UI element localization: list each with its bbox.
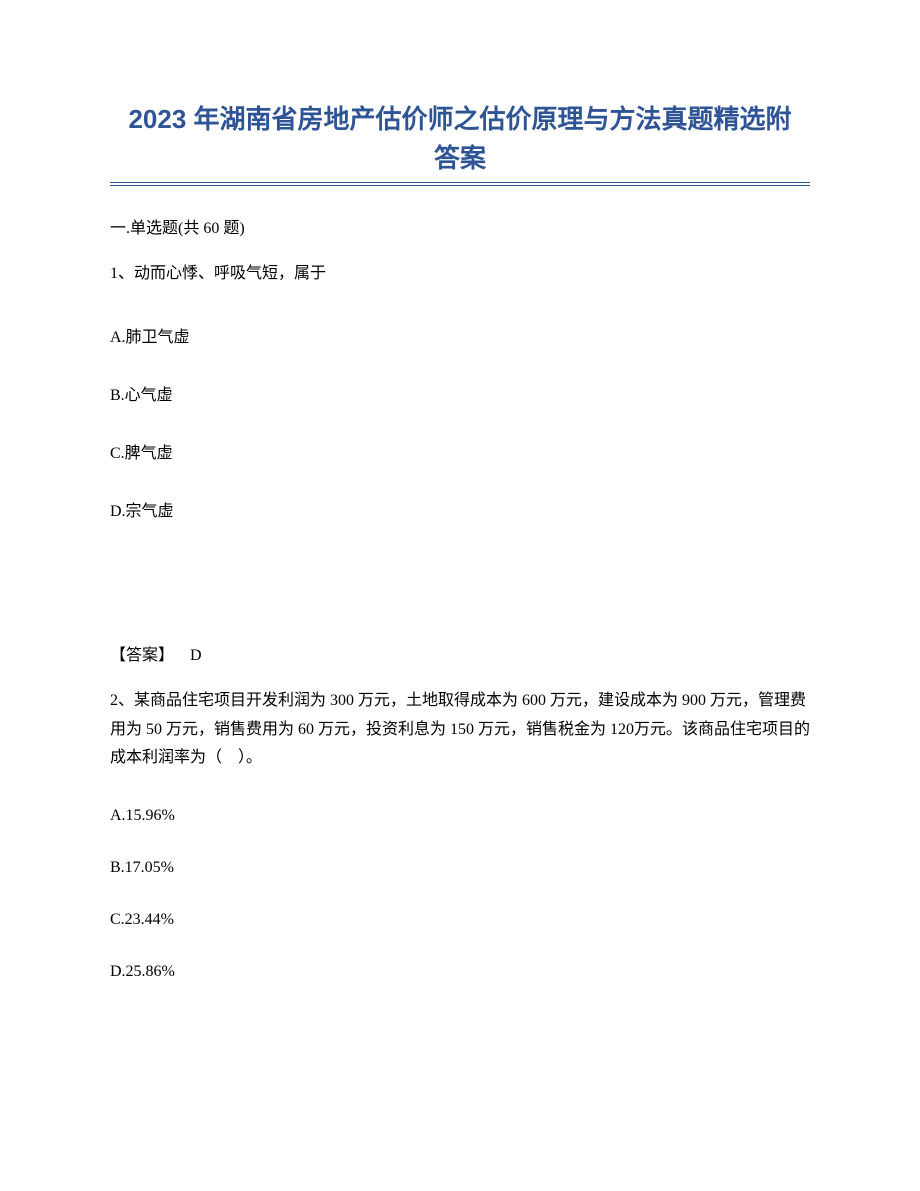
q1-option-A: A.肺卫气虚 [110,323,810,347]
title-rule-top [110,182,810,183]
q1-option-D: D.宗气虚 [110,497,810,521]
document-title: 2023 年湖南省房地产估价师之估价原理与方法真题精选附 答案 [110,100,810,178]
q1-stem: 1、动而心悸、呼吸气短，属于 [110,260,810,289]
q2-stem: 2、某商品住宅项目开发利润为 300 万元，土地取得成本为 600 万元，建设成… [110,687,810,773]
title-line-1: 2023 年湖南省房地产估价师之估价原理与方法真题精选附 [128,104,791,134]
q1-option-C: C.脾气虚 [110,439,810,463]
q2-option-D: D.25.86% [110,963,810,981]
q1-answer: 【答案】 D [110,641,810,665]
q2-option-B: B.17.05% [110,859,810,877]
answer-value: D [190,647,202,664]
q2-option-C: C.23.44% [110,911,810,929]
answer-label: 【答案】 [110,647,174,664]
q2-option-A: A.15.96% [110,807,810,825]
document-page: 2023 年湖南省房地产估价师之估价原理与方法真题精选附 答案 一.单选题(共 … [0,0,920,1075]
title-line-2: 答案 [434,143,486,173]
title-block: 2023 年湖南省房地产估价师之估价原理与方法真题精选附 答案 [110,100,810,186]
title-rule-bottom [110,185,810,186]
section-heading: 一.单选题(共 60 题) [110,214,810,238]
q1-option-B: B.心气虚 [110,381,810,405]
